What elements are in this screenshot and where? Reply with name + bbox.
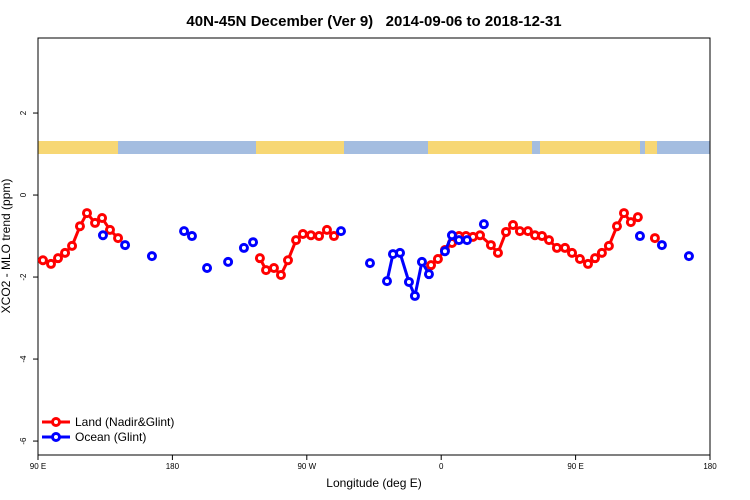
data-point <box>223 256 234 267</box>
data-point <box>574 254 585 265</box>
data-point <box>238 242 249 253</box>
data-point <box>282 255 293 266</box>
data-point <box>335 226 346 237</box>
data-point <box>423 269 434 280</box>
data-point <box>656 240 667 251</box>
data-point <box>446 230 457 241</box>
data-point <box>275 269 286 280</box>
data-point <box>537 231 547 242</box>
data-point <box>432 254 443 265</box>
data-point <box>120 240 131 251</box>
data-point <box>508 219 519 230</box>
x-tick-label: 180 <box>166 462 180 471</box>
data-point <box>291 235 302 246</box>
data-point <box>113 233 124 244</box>
x-tick-label: 90 E <box>30 462 46 471</box>
data-point <box>582 258 593 269</box>
data-point <box>45 258 56 269</box>
plot-frame <box>37 37 711 456</box>
y-tick-label: -4 <box>19 355 28 363</box>
data-point <box>305 230 316 241</box>
data-point <box>478 219 489 230</box>
data-point <box>179 226 190 237</box>
legend-marker <box>51 432 61 442</box>
data-point <box>321 224 332 235</box>
data-point <box>146 251 157 262</box>
data-point <box>394 247 405 258</box>
y-tick-label: -2 <box>19 273 28 281</box>
data-point <box>551 242 562 253</box>
data-point <box>492 247 503 258</box>
data-point <box>544 235 555 246</box>
data-point <box>559 242 570 253</box>
data-point <box>202 263 213 274</box>
data-point <box>426 260 437 271</box>
data-point <box>439 246 450 257</box>
y-axis-label: XCO2 - MLO trend (ppm) <box>0 179 13 314</box>
data-point <box>74 221 85 232</box>
data-point <box>649 233 660 244</box>
data-point <box>364 258 375 269</box>
data-point <box>97 230 108 241</box>
data-point <box>403 276 414 287</box>
data-point <box>453 235 464 246</box>
data-point <box>632 212 643 223</box>
data-point <box>297 228 308 239</box>
data-point <box>634 231 645 242</box>
data-point <box>90 217 101 228</box>
data-point <box>501 226 512 237</box>
data-point <box>314 231 325 242</box>
x-tick-label: 180 <box>703 462 717 471</box>
data-point <box>81 208 92 219</box>
data-point <box>37 255 48 266</box>
data-point <box>522 226 533 237</box>
y-tick-label: 2 <box>19 110 28 115</box>
data-point <box>611 221 622 232</box>
data-point <box>268 263 279 274</box>
data-point <box>625 217 636 228</box>
data-point <box>104 224 115 235</box>
data-point <box>67 240 78 251</box>
data-point <box>254 253 265 264</box>
data-point <box>462 235 473 246</box>
data-point <box>618 208 629 219</box>
y-tick-label: 0 <box>19 192 28 197</box>
x-tick-label: 0 <box>439 462 444 471</box>
land-ocean-strip <box>38 141 710 154</box>
data-point <box>596 247 607 258</box>
data-point <box>409 290 420 301</box>
x-tick-label: 90 W <box>297 462 316 471</box>
data-point <box>248 237 259 248</box>
legend-marker <box>51 417 61 427</box>
x-tick-label: 90 E <box>567 462 583 471</box>
data-point <box>475 230 486 241</box>
data-point <box>683 251 694 262</box>
chart-title: 40N-45N December (Ver 9) 2014-09-06 to 2… <box>186 13 561 30</box>
x-axis-label: Longitude (deg E) <box>326 476 421 490</box>
y-tick-label: -6 <box>19 437 28 445</box>
data-point <box>261 265 272 276</box>
data-point <box>60 247 71 258</box>
data-point <box>53 253 64 264</box>
data-point <box>567 247 578 258</box>
data-point <box>97 213 108 224</box>
legend-label: Ocean (Glint) <box>75 430 146 444</box>
data-point <box>328 231 339 242</box>
data-point <box>485 240 496 251</box>
data-point <box>514 226 525 237</box>
data-point <box>381 276 392 287</box>
data-point <box>590 253 601 264</box>
data-point <box>603 240 614 251</box>
legend-label: Land (Nadir&Glint) <box>75 415 174 429</box>
data-point <box>416 256 427 267</box>
data-point <box>186 231 197 242</box>
